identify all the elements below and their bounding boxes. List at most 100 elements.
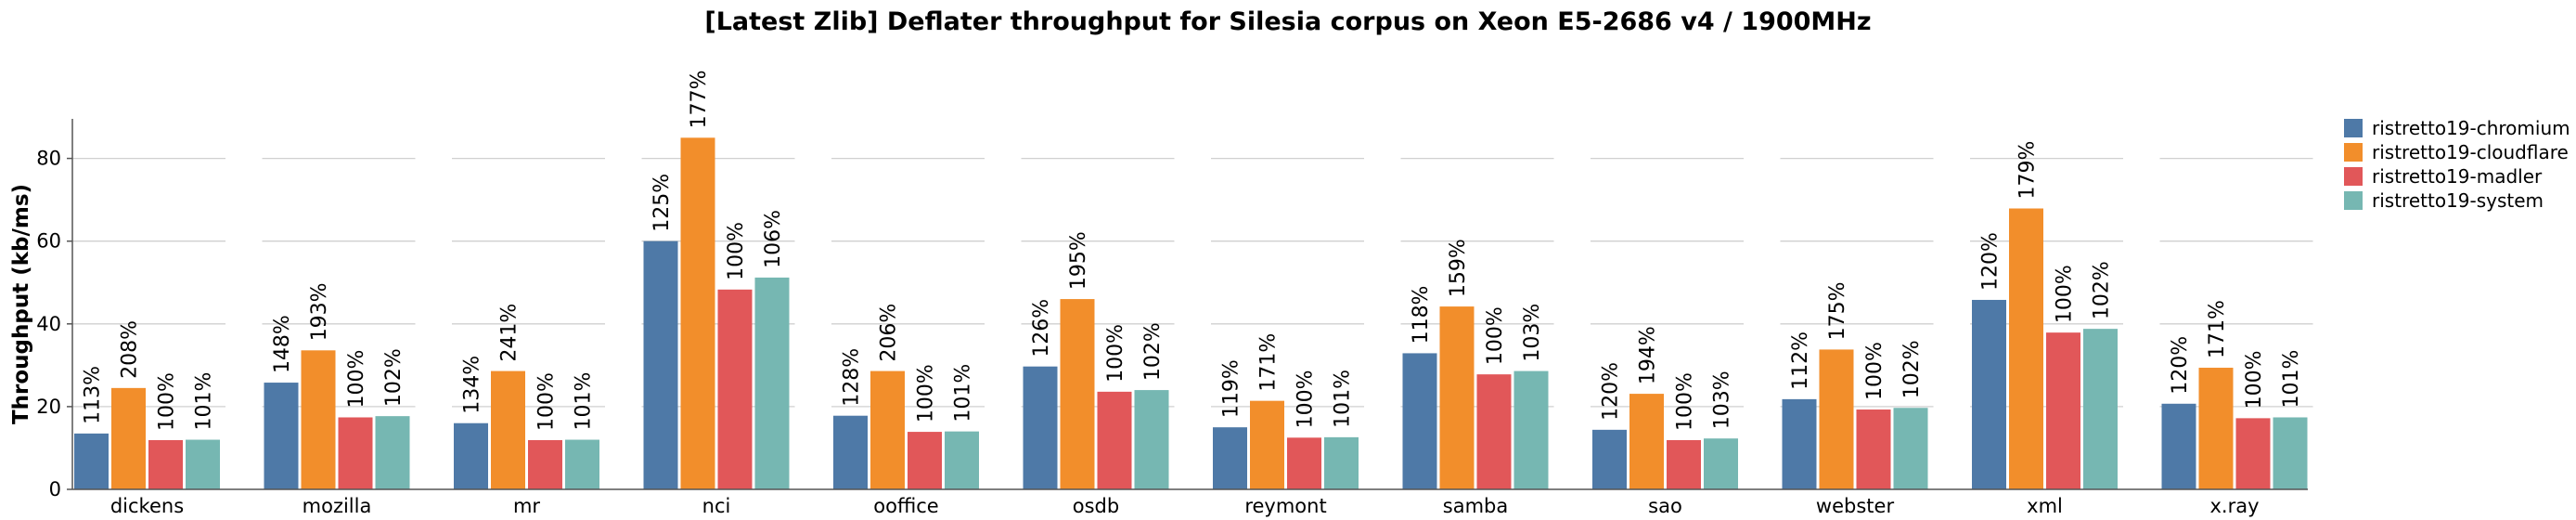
bar-nci-ristretto19-cloudflare xyxy=(680,137,715,489)
x-tick-label-osdb: osdb xyxy=(1073,495,1119,517)
y-tick-label-0: 0 xyxy=(49,478,61,500)
bar-samba-ristretto19-madler xyxy=(1476,374,1512,489)
bar-ooffice-ristretto19-chromium xyxy=(833,415,868,489)
x-tick-label-xml: xml xyxy=(2027,495,2063,517)
data-label-xml-ristretto19-cloudflare: 179% xyxy=(2016,141,2040,200)
bars xyxy=(74,137,2308,489)
bar-ooffice-ristretto19-system xyxy=(945,431,979,489)
x-tick-label-samba: samba xyxy=(1443,495,1508,517)
data-label-dickens-ristretto19-cloudflare: 208% xyxy=(119,320,142,379)
legend-swatch-ristretto19-cloudflare xyxy=(2344,143,2363,162)
data-label-nci-ristretto19-cloudflare: 177% xyxy=(688,70,711,128)
data-label-nci-ristretto19-chromium: 125% xyxy=(650,174,674,232)
data-label-xml-ristretto19-system: 102% xyxy=(2091,261,2114,319)
bar-mozilla-ristretto19-madler xyxy=(338,417,373,489)
data-label-reymont-ristretto19-chromium: 119% xyxy=(1220,359,1243,418)
bar-x.ray-ristretto19-chromium xyxy=(2161,403,2196,489)
x-tick-label-reymont: reymont xyxy=(1244,495,1326,517)
bar-xml-ristretto19-system xyxy=(2083,329,2118,489)
axes: 0 20 40 60 80 dickens mozilla mr nci ooffice osdb r… xyxy=(36,119,2308,517)
data-label-nci-ristretto19-system: 106% xyxy=(762,210,785,268)
bar-nci-ristretto19-system xyxy=(754,277,790,489)
data-label-ooffice-ristretto19-system: 101% xyxy=(952,364,975,422)
data-label-samba-ristretto19-chromium: 118% xyxy=(1410,286,1433,344)
data-label-nci-ristretto19-madler: 100% xyxy=(725,222,748,280)
data-label-samba-ristretto19-cloudflare: 159% xyxy=(1447,239,1470,297)
bar-osdb-ristretto19-system xyxy=(1134,390,1169,489)
bar-osdb-ristretto19-madler xyxy=(1097,391,1132,489)
data-label-webster-ristretto19-chromium: 112% xyxy=(1789,332,1812,390)
bar-x.ray-ristretto19-madler xyxy=(2235,418,2271,489)
bar-xml-ristretto19-chromium xyxy=(1972,299,2006,489)
data-label-reymont-ristretto19-cloudflare: 171% xyxy=(1257,333,1281,392)
bar-reymont-ristretto19-madler xyxy=(1287,437,1321,489)
y-axis-label: Throughput (kb/ms) xyxy=(9,184,33,424)
data-label-mozilla-ristretto19-chromium: 148% xyxy=(271,315,294,373)
bar-webster-ristretto19-cloudflare xyxy=(1819,349,1854,489)
bar-sao-ristretto19-cloudflare xyxy=(1629,394,1664,489)
data-label-osdb-ristretto19-cloudflare: 195% xyxy=(1067,231,1090,290)
bar-reymont-ristretto19-cloudflare xyxy=(1250,400,1284,489)
data-label-sao-ristretto19-chromium: 120% xyxy=(1600,362,1623,421)
bar-dickens-ristretto19-cloudflare xyxy=(111,387,146,489)
data-label-x.ray-ristretto19-cloudflare: 171% xyxy=(2206,300,2229,358)
legend-label-ristretto19-system: ristretto19-system xyxy=(2372,189,2544,212)
data-label-webster-ristretto19-cloudflare: 175% xyxy=(1826,282,1849,341)
data-label-webster-ristretto19-madler: 100% xyxy=(1863,342,1887,400)
bar-ooffice-ristretto19-cloudflare xyxy=(870,370,905,489)
x-tick-label-ooffice: ooffice xyxy=(873,495,938,517)
x-tick-label-mr: mr xyxy=(513,495,540,517)
bar-samba-ristretto19-system xyxy=(1513,370,1549,489)
bar-sao-ristretto19-madler xyxy=(1667,439,1701,489)
data-label-samba-ristretto19-system: 103% xyxy=(1521,304,1544,362)
data-label-x.ray-ristretto19-chromium: 120% xyxy=(2169,336,2192,395)
bar-mr-ristretto19-madler xyxy=(528,439,562,489)
bar-nci-ristretto19-madler xyxy=(717,289,753,489)
bar-x.ray-ristretto19-system xyxy=(2273,417,2308,489)
y-tick-label-40: 40 xyxy=(36,313,61,335)
legend-label-ristretto19-cloudflare: ristretto19-cloudflare xyxy=(2372,141,2569,163)
bar-dickens-ristretto19-system xyxy=(186,439,220,489)
data-label-ooffice-ristretto19-cloudflare: 206% xyxy=(878,304,901,362)
data-label-mozilla-ristretto19-madler: 100% xyxy=(345,350,368,409)
x-tick-label-nci: nci xyxy=(702,495,731,517)
bar-mr-ristretto19-cloudflare xyxy=(491,370,525,489)
legend-swatch-ristretto19-madler xyxy=(2344,167,2363,186)
bar-osdb-ristretto19-cloudflare xyxy=(1060,299,1095,489)
y-tick-label-20: 20 xyxy=(36,396,61,418)
data-label-mozilla-ristretto19-system: 102% xyxy=(382,348,406,407)
bar-dickens-ristretto19-chromium xyxy=(74,433,109,489)
bar-webster-ristretto19-madler xyxy=(1856,410,1891,489)
bar-osdb-ristretto19-chromium xyxy=(1023,366,1058,489)
data-label-mr-ristretto19-chromium: 134% xyxy=(461,356,484,414)
bar-samba-ristretto19-cloudflare xyxy=(1439,306,1475,489)
bar-mozilla-ristretto19-cloudflare xyxy=(301,350,336,489)
bar-xml-ristretto19-madler xyxy=(2046,332,2080,489)
data-label-mr-ristretto19-cloudflare: 241% xyxy=(498,304,522,362)
legend-label-ristretto19-madler: ristretto19-madler xyxy=(2372,165,2543,188)
bar-ooffice-ristretto19-madler xyxy=(908,432,942,489)
data-label-sao-ristretto19-cloudflare: 194% xyxy=(1637,326,1660,384)
data-label-xml-ristretto19-chromium: 120% xyxy=(1979,232,2003,291)
data-label-dickens-ristretto19-system: 101% xyxy=(193,372,216,431)
data-label-dickens-ristretto19-chromium: 113% xyxy=(82,366,105,424)
bar-reymont-ristretto19-chromium xyxy=(1213,427,1247,489)
legend-label-ristretto19-chromium: ristretto19-chromium xyxy=(2372,117,2570,139)
data-label-sao-ristretto19-system: 103% xyxy=(1711,370,1734,429)
bar-x.ray-ristretto19-cloudflare xyxy=(2198,368,2234,489)
legend-swatch-ristretto19-chromium xyxy=(2344,119,2363,137)
data-label-x.ray-ristretto19-madler: 100% xyxy=(2243,350,2266,409)
bar-mozilla-ristretto19-system xyxy=(375,416,410,489)
bar-reymont-ristretto19-system xyxy=(1324,436,1359,489)
data-label-mr-ristretto19-madler: 100% xyxy=(535,372,559,431)
bar-xml-ristretto19-cloudflare xyxy=(2009,208,2043,489)
bar-webster-ristretto19-system xyxy=(1893,408,1928,489)
bar-dickens-ristretto19-madler xyxy=(148,439,183,489)
data-label-osdb-ristretto19-madler: 100% xyxy=(1104,324,1127,383)
bar-mozilla-ristretto19-chromium xyxy=(264,383,299,489)
x-tick-label-sao: sao xyxy=(1648,495,1682,517)
data-label-xml-ristretto19-madler: 100% xyxy=(2054,265,2077,323)
chart-title: [Latest Zlib] Deflater throughput for Si… xyxy=(704,7,1871,36)
